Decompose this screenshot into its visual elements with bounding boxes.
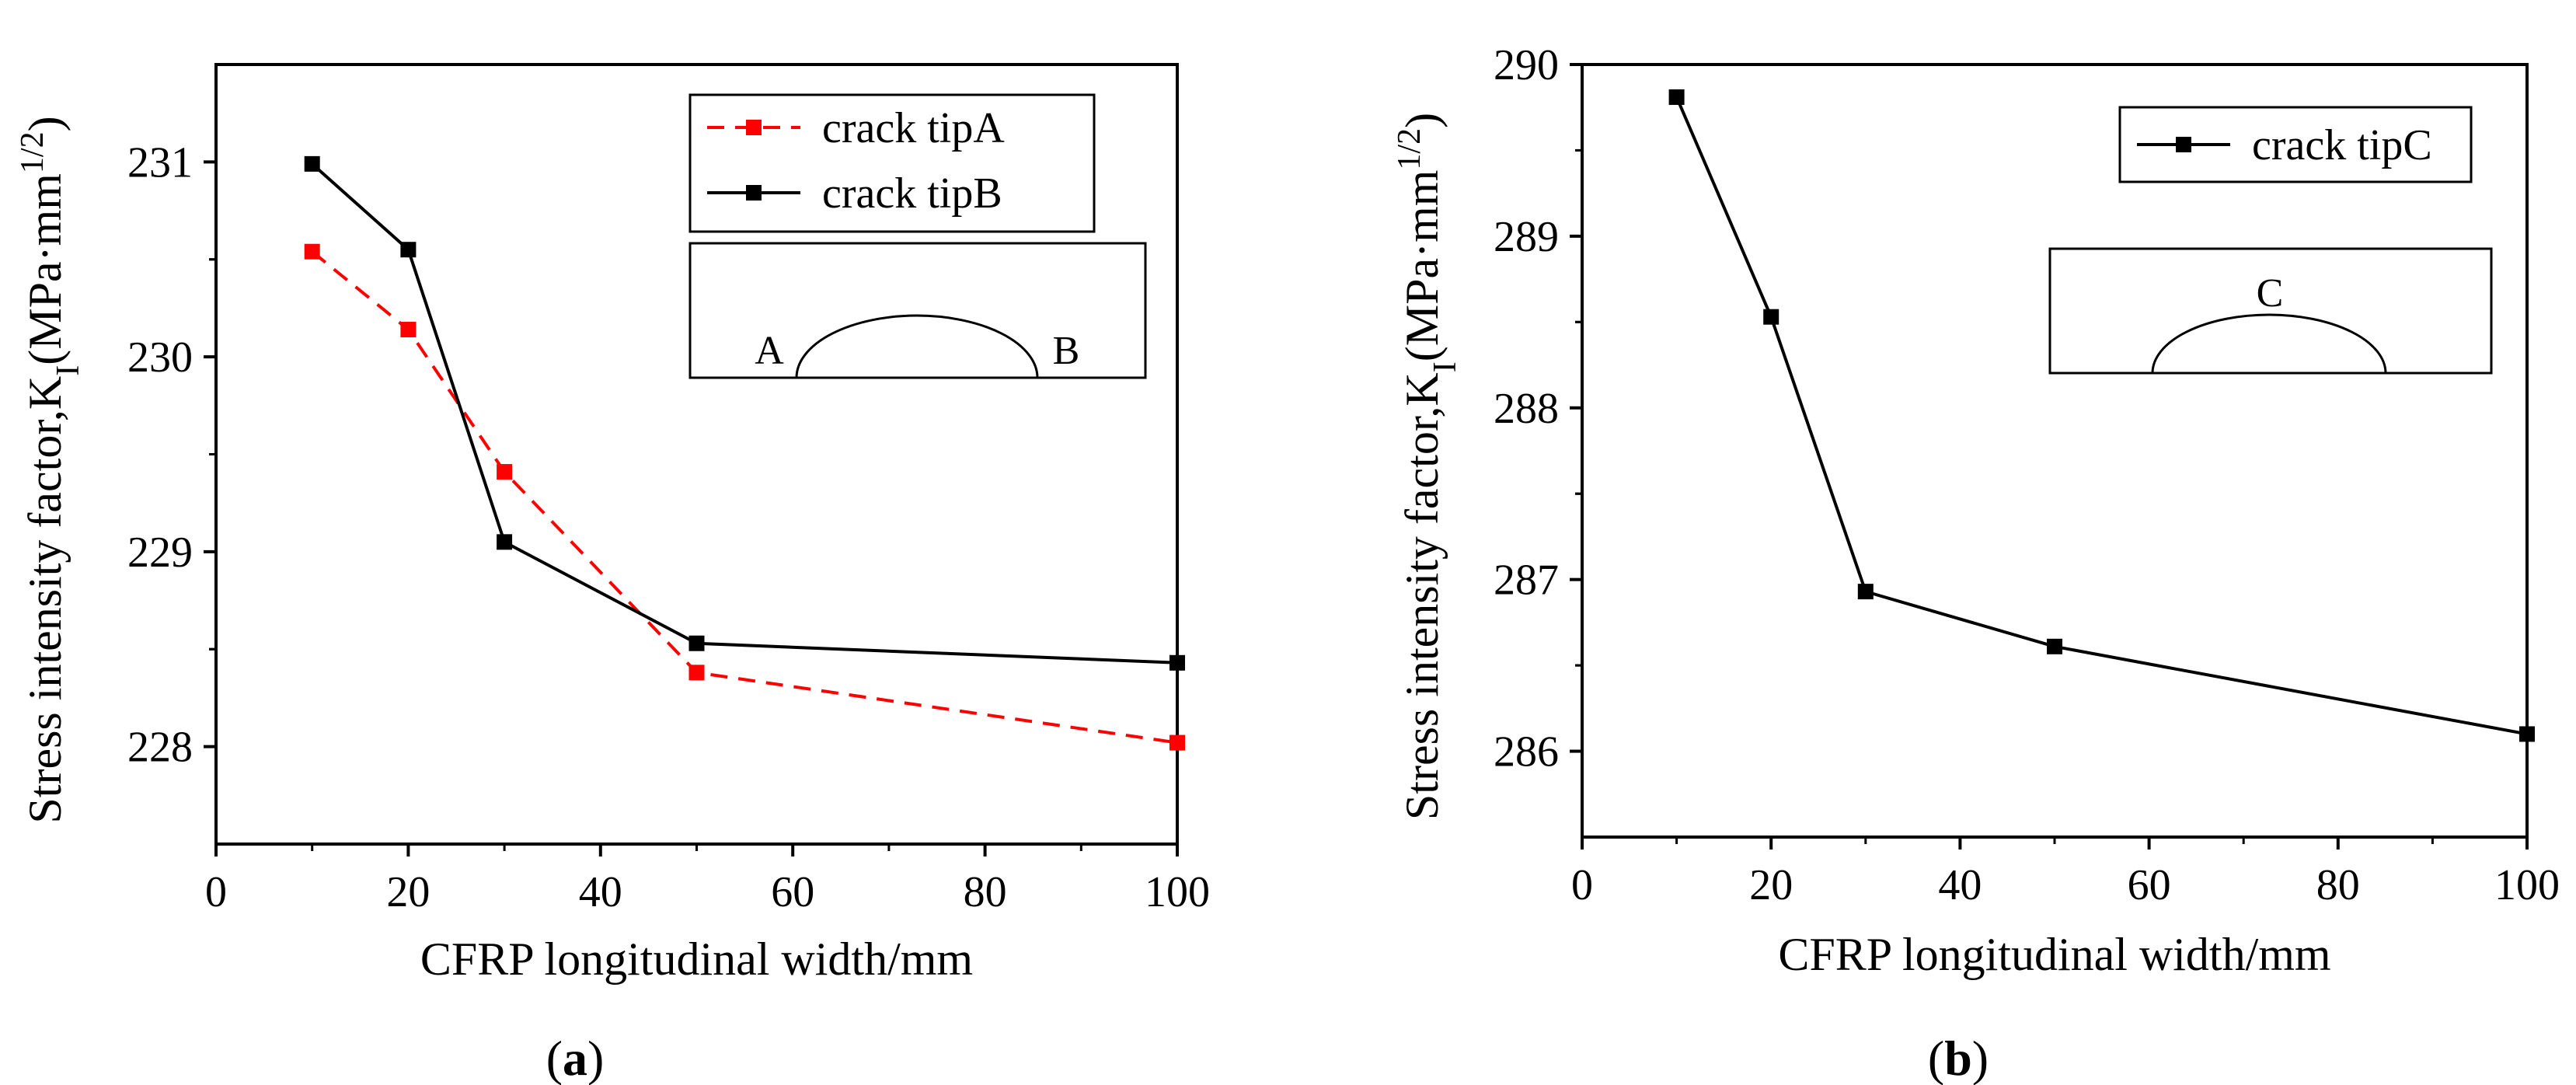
y-axis-title-close: ) (19, 116, 71, 131)
chart-panel-a: 0 20 40 60 80 100 228 229 230 231 CFRP longitudina… (15, 63, 1210, 1085)
series-2-point (400, 242, 417, 258)
series-2-point (304, 155, 320, 172)
series-1-point (1857, 584, 1874, 600)
y-axis-title-unit: (MPa·mm (1396, 170, 1448, 362)
x-tick-label: 60 (771, 868, 814, 916)
y-axis-title-exponent: 1/2 (1392, 128, 1427, 170)
y-axis-title: Stress intensity factor,KI(MPa·mm1/2) (1392, 113, 1463, 820)
y-tick-label: 229 (127, 529, 193, 577)
legend-marker (746, 185, 762, 201)
series-line-2 (311, 162, 1178, 665)
x-tick-label: 0 (1571, 861, 1593, 909)
series-1-point (2047, 638, 2062, 654)
legend-label: crack tipB (822, 169, 1002, 218)
x-tick-label: 20 (386, 868, 430, 916)
series-1-point (1169, 734, 1185, 751)
panel-caption-close: ) (587, 1031, 604, 1085)
series-1-point (400, 322, 417, 338)
y-axis-title-main: Stress intensity factor,K (19, 376, 71, 824)
x-axis-title: CFRP longitudinal width/mm (420, 933, 973, 985)
legend-label: crack tipA (822, 104, 1005, 152)
series-1-point (304, 243, 320, 260)
series-2-point (688, 635, 705, 651)
panel-caption-open: ( (1928, 1031, 1944, 1085)
y-tick-label: 290 (1494, 41, 1559, 89)
series-2-point (497, 534, 513, 550)
legend-marker (2176, 137, 2191, 152)
chart-panel-b: 0 20 40 60 80 100 286 287 288 289 290 CFRP longitud… (1392, 41, 2560, 1085)
panel-caption-letter: b (1944, 1031, 1972, 1085)
x-tick-label: 20 (1749, 861, 1793, 909)
x-tick-label: 80 (964, 868, 1007, 916)
series-1-point (497, 464, 513, 480)
y-axis-title-exponent: 1/2 (15, 131, 51, 173)
inset-crack-arc (2151, 313, 2387, 374)
series-1-point (2519, 726, 2535, 742)
x-tick-label: 60 (2128, 861, 2171, 909)
y-tick-label: 286 (1494, 728, 1559, 776)
panel-caption-close: ) (1972, 1031, 1989, 1085)
inset-box (688, 242, 1147, 379)
series-1-point (1668, 89, 1685, 105)
x-tick-label: 40 (579, 868, 622, 916)
panel-caption-open: ( (546, 1031, 563, 1085)
y-tick-label: 230 (127, 333, 193, 382)
y-tick-label: 289 (1494, 213, 1559, 261)
panel-caption-letter: a (563, 1031, 587, 1085)
series-1-point (688, 665, 705, 681)
series-line-1 (1675, 96, 2528, 736)
legend-box (688, 93, 1096, 233)
y-axis-title-main: Stress intensity factor,K (1396, 372, 1448, 820)
inset-label: A (755, 329, 784, 373)
series-1-point (1763, 309, 1779, 325)
panel-caption: (a) (546, 1031, 605, 1085)
x-tick-label: 80 (2316, 861, 2360, 909)
y-axis-title-subscript: I (1427, 361, 1463, 372)
x-tick-label: 40 (1938, 861, 1982, 909)
x-tick-label: 0 (205, 868, 227, 916)
y-tick-label: 288 (1494, 385, 1559, 433)
legend-label: crack tipC (2252, 121, 2432, 169)
y-axis-title: Stress intensity factor,KI(MPa·mm1/2) (15, 116, 86, 823)
inset-label: C (2257, 271, 2284, 316)
inset-box (2048, 247, 2493, 375)
y-tick-label: 231 (127, 138, 193, 187)
x-axis-title: CFRP longitudinal width/mm (1778, 929, 2330, 980)
legend-marker (746, 120, 762, 135)
panel-caption: (b) (1928, 1031, 1989, 1085)
inset-crack-arc (795, 314, 1039, 379)
series-2-point (1169, 654, 1185, 671)
y-tick-label: 287 (1494, 556, 1559, 605)
inset-label: B (1053, 329, 1080, 373)
y-axis-title-close: ) (1396, 113, 1448, 128)
y-tick-label: 228 (127, 724, 193, 772)
y-axis-title-subscript: I (51, 365, 86, 376)
y-axis-title-unit: (MPa·mm (19, 173, 71, 365)
x-tick-label: 100 (2494, 861, 2560, 909)
x-tick-label: 100 (1145, 868, 1210, 916)
